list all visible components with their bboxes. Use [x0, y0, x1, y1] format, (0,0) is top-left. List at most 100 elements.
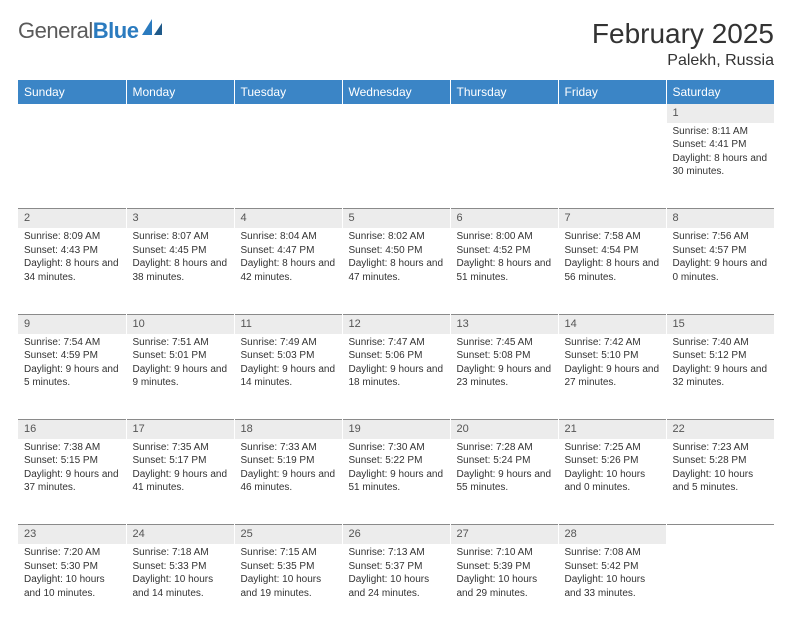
- calendar-body: 1Sunrise: 8:11 AMSunset: 4:41 PMDaylight…: [18, 104, 774, 630]
- day-content-cell: Sunrise: 7:47 AMSunset: 5:06 PMDaylight:…: [342, 334, 450, 420]
- daylight-text: Daylight: 10 hours and 14 minutes.: [133, 573, 228, 600]
- day-number-cell: 13: [450, 314, 558, 333]
- title-block: February 2025 Palekh, Russia: [592, 18, 774, 70]
- day-content-cell: Sunrise: 7:20 AMSunset: 5:30 PMDaylight:…: [18, 544, 126, 630]
- day-number-cell: 2: [18, 209, 126, 228]
- sunrise-text: Sunrise: 7:58 AM: [565, 230, 660, 244]
- day-number-cell: 20: [450, 420, 558, 439]
- day-number-cell: 24: [126, 525, 234, 544]
- day-content-cell: Sunrise: 7:45 AMSunset: 5:08 PMDaylight:…: [450, 334, 558, 420]
- day-content-cell: Sunrise: 7:33 AMSunset: 5:19 PMDaylight:…: [234, 439, 342, 525]
- sunset-text: Sunset: 4:50 PM: [349, 244, 444, 258]
- sunset-text: Sunset: 5:06 PM: [349, 349, 444, 363]
- day-number-cell: 23: [18, 525, 126, 544]
- sunrise-text: Sunrise: 7:18 AM: [133, 546, 228, 560]
- day-number-cell: 25: [234, 525, 342, 544]
- weekday-header: Wednesday: [342, 80, 450, 104]
- sunset-text: Sunset: 5:22 PM: [349, 454, 444, 468]
- day-number-row: 232425262728: [18, 525, 774, 544]
- day-content-row: Sunrise: 7:54 AMSunset: 4:59 PM Daylight:…: [18, 334, 774, 420]
- day-number-cell: 17: [126, 420, 234, 439]
- sunrise-text: Sunrise: 7:49 AM: [241, 336, 336, 350]
- daylight-text: Daylight: 10 hours and 19 minutes.: [241, 573, 336, 600]
- sunset-text: Sunset: 4:45 PM: [133, 244, 228, 258]
- day-number-cell: 1: [666, 104, 774, 123]
- day-content-cell: Sunrise: 7:42 AMSunset: 5:10 PMDaylight:…: [558, 334, 666, 420]
- daylight-text: Daylight: 9 hours and 9 minutes.: [133, 363, 228, 390]
- sunset-text: Sunset: 5:37 PM: [349, 560, 444, 574]
- day-number-row: 16171819202122: [18, 420, 774, 439]
- day-number-cell: 5: [342, 209, 450, 228]
- sunset-text: Sunset: 5:12 PM: [673, 349, 769, 363]
- sunrise-text: Sunrise: 7:13 AM: [349, 546, 444, 560]
- sunrise-text: Sunrise: 7:54 AM: [24, 336, 120, 350]
- day-content-cell: Sunrise: 7:58 AMSunset: 4:54 PMDaylight:…: [558, 228, 666, 314]
- sunset-text: Sunset: 5:08 PM: [457, 349, 552, 363]
- day-number-cell: 27: [450, 525, 558, 544]
- daylight-text: Daylight: 10 hours and 24 minutes.: [349, 573, 444, 600]
- day-content-row: Sunrise: 7:38 AMSunset: 5:15 PMDaylight:…: [18, 439, 774, 525]
- day-number-cell: 6: [450, 209, 558, 228]
- day-number-cell: 18: [234, 420, 342, 439]
- daylight-text: Daylight: 9 hours and 46 minutes.: [241, 468, 336, 495]
- sunrise-text: Sunrise: 8:09 AM: [24, 230, 120, 244]
- sunrise-text: Sunrise: 8:00 AM: [457, 230, 552, 244]
- day-content-cell: [558, 123, 666, 209]
- day-content-cell: Sunrise: 7:25 AMSunset: 5:26 PMDaylight:…: [558, 439, 666, 525]
- day-number-cell: 7: [558, 209, 666, 228]
- sunrise-text: Sunrise: 7:33 AM: [241, 441, 336, 455]
- day-content-cell: Sunrise: 7:08 AMSunset: 5:42 PMDaylight:…: [558, 544, 666, 630]
- sunset-text: Sunset: 4:54 PM: [565, 244, 660, 258]
- day-number-row: 1: [18, 104, 774, 123]
- day-number-row: 2345678: [18, 209, 774, 228]
- day-number-cell: [234, 104, 342, 123]
- sunrise-text: Sunrise: 7:51 AM: [133, 336, 228, 350]
- sunrise-text: Sunrise: 7:35 AM: [133, 441, 228, 455]
- day-content-cell: Sunrise: 7:35 AMSunset: 5:17 PMDaylight:…: [126, 439, 234, 525]
- day-content-cell: [126, 123, 234, 209]
- day-content-cell: Sunrise: 7:10 AMSunset: 5:39 PMDaylight:…: [450, 544, 558, 630]
- day-number-cell: 26: [342, 525, 450, 544]
- sunrise-text: Sunrise: 7:40 AM: [673, 336, 769, 350]
- calendar-table: Sunday Monday Tuesday Wednesday Thursday…: [18, 80, 774, 630]
- sail-icon: [140, 17, 164, 37]
- daylight-text: Daylight: 8 hours and 51 minutes.: [457, 257, 552, 284]
- day-content-cell: Sunrise: 8:11 AMSunset: 4:41 PMDaylight:…: [666, 123, 774, 209]
- daylight-text: Daylight: 9 hours and 41 minutes.: [133, 468, 228, 495]
- brand-name-gray: General: [18, 18, 93, 43]
- sunset-text: Sunset: 4:59 PM: [24, 349, 120, 363]
- weekday-header: Sunday: [18, 80, 126, 104]
- day-content-cell: Sunrise: 7:38 AMSunset: 5:15 PMDaylight:…: [18, 439, 126, 525]
- sunrise-text: Sunrise: 8:02 AM: [349, 230, 444, 244]
- sunrise-text: Sunrise: 7:42 AM: [565, 336, 660, 350]
- day-number-cell: 3: [126, 209, 234, 228]
- location-label: Palekh, Russia: [592, 52, 774, 70]
- daylight-text: Daylight: 8 hours and 34 minutes.: [24, 257, 120, 284]
- day-number-cell: 28: [558, 525, 666, 544]
- brand-logo: GeneralBlue: [18, 18, 164, 44]
- sunset-text: Sunset: 4:41 PM: [673, 138, 769, 152]
- weekday-header: Thursday: [450, 80, 558, 104]
- weekday-header: Monday: [126, 80, 234, 104]
- page-header: GeneralBlue February 2025 Palekh, Russia: [18, 18, 774, 70]
- weekday-header: Saturday: [666, 80, 774, 104]
- sunset-text: Sunset: 5:24 PM: [457, 454, 552, 468]
- daylight-text: Daylight: 8 hours and 47 minutes.: [349, 257, 444, 284]
- daylight-text: Daylight: 9 hours and 55 minutes.: [457, 468, 552, 495]
- day-number-cell: 10: [126, 314, 234, 333]
- daylight-text: Daylight: 9 hours and 18 minutes.: [349, 363, 444, 390]
- day-content-cell: Sunrise: 7:54 AMSunset: 4:59 PMDaylight:…: [18, 334, 126, 420]
- daylight-text: Daylight: 10 hours and 29 minutes.: [457, 573, 552, 600]
- sunset-text: Sunset: 5:01 PM: [133, 349, 228, 363]
- sunset-text: Sunset: 5:26 PM: [565, 454, 660, 468]
- day-content-cell: Sunrise: 7:18 AMSunset: 5:33 PMDaylight:…: [126, 544, 234, 630]
- calendar-page: GeneralBlue February 2025 Palekh, Russia…: [0, 0, 792, 630]
- daylight-text: Daylight: 10 hours and 5 minutes.: [673, 468, 769, 495]
- day-content-cell: [234, 123, 342, 209]
- day-number-cell: 21: [558, 420, 666, 439]
- day-number-cell: [18, 104, 126, 123]
- day-content-cell: [666, 544, 774, 630]
- daylight-text: Daylight: 9 hours and 32 minutes.: [673, 363, 769, 390]
- sunrise-text: Sunrise: 7:47 AM: [349, 336, 444, 350]
- daylight-text: Daylight: 8 hours and 42 minutes.: [241, 257, 336, 284]
